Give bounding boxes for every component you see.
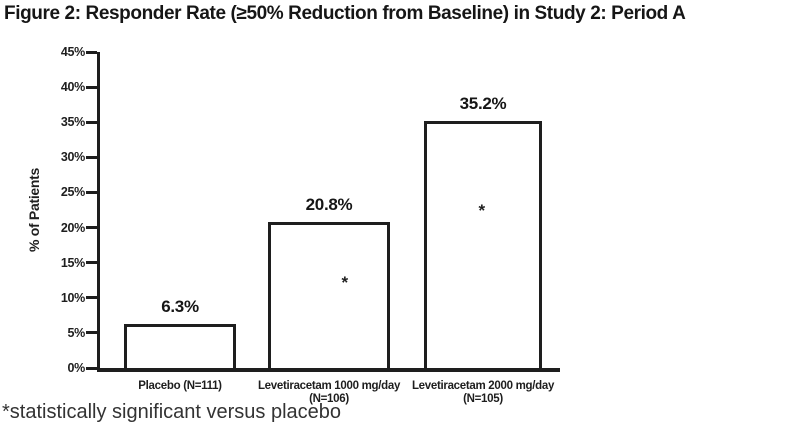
y-tick-label: 45% [60,45,85,59]
y-tick-label: 15% [60,255,85,270]
y-tick [86,296,97,300]
bar-slot: 35.2% * Levetiracetam 2000 mg/day (N=105) [412,52,554,405]
y-tick-label: 0% [67,361,86,375]
y-tick [86,331,97,335]
significance-asterisk: * [341,272,349,292]
bar-value-label: 20.8% [305,194,353,214]
y-tick-label: 30% [60,150,85,165]
figure-title: Figure 2: Responder Rate (≥50% Reduction… [4,3,686,24]
y-tick-label: 25% [60,185,85,200]
x-tick-label: Levetiracetam 2000 mg/day (N=105) [383,380,583,406]
y-tick [86,50,97,54]
x-tick-label-line: Placebo (N=111) [138,380,222,392]
bar-slot: 20.8% * Levetiracetam 1000 mg/day (N=106) [258,52,400,405]
x-tick-label-line: (N=106) [309,393,349,405]
x-tick-label-line: Levetiracetam 2000 mg/day [411,380,555,392]
y-tick-label: 40% [60,80,85,95]
y-tick [86,366,97,370]
y-tick [86,190,97,194]
bar [424,120,542,368]
y-tick [86,226,97,230]
y-tick-label: 20% [60,220,85,235]
bar-value-label: 35.2% [459,93,507,113]
x-tick-label-line: Levetiracetam 1000 mg/day [257,380,401,392]
y-tick [86,85,97,89]
bar [124,323,236,368]
bar-slot: 6.3% Placebo (N=111) [124,52,236,392]
x-tick-label: Placebo (N=111) [80,380,280,393]
bar [268,221,390,368]
x-tick-label-line: (N=105) [463,393,503,405]
y-tick-label: 5% [67,325,86,340]
bar-value-label: 6.3% [161,296,199,316]
y-tick [86,261,97,265]
y-tick-label: 35% [60,115,85,130]
significance-footnote: *statistically significant versus placeb… [2,401,342,423]
y-axis-label-text: % of Patients [26,167,43,253]
y-tick [86,120,97,124]
significance-asterisk: * [478,201,486,221]
x-tick-label: Levetiracetam 1000 mg/day (N=106) [229,380,429,406]
y-tick [86,155,97,159]
y-axis-label: % of Patients [20,52,48,368]
plot-area: 0% 5% 10% 15% 20% 25% 30% 35% 40% 45% 6.3% Placebo… [61,45,560,405]
y-tick-label: 10% [60,290,85,305]
